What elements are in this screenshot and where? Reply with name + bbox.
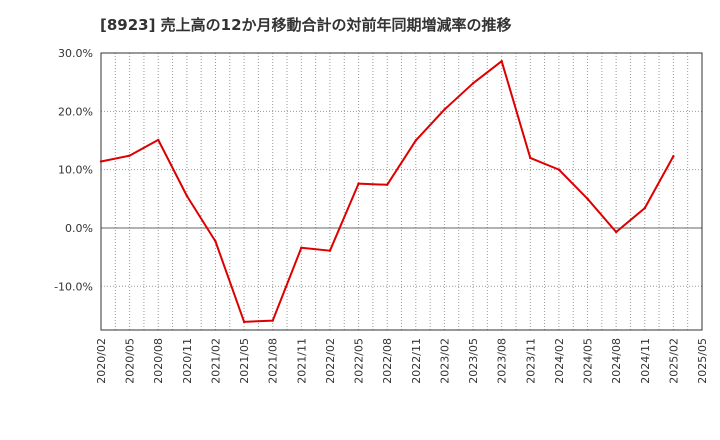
grid bbox=[100, 52, 703, 330]
data-point bbox=[672, 155, 675, 158]
chart-title: [8923] 売上高の12か月移動合計の対前年同期増減率の推移 bbox=[100, 16, 512, 34]
data-point bbox=[271, 319, 274, 322]
x-tick-label: 2020/05 bbox=[124, 338, 137, 384]
data-point bbox=[586, 197, 589, 200]
x-tick-label: 2024/02 bbox=[553, 338, 566, 384]
x-tick-label: 2021/11 bbox=[295, 338, 308, 384]
x-tick-label: 2020/08 bbox=[152, 338, 165, 384]
x-tick-label: 2022/02 bbox=[324, 338, 337, 384]
x-tick-label: 2024/08 bbox=[610, 338, 623, 384]
x-tick-label: 2023/05 bbox=[467, 338, 480, 384]
x-tick-label: 2022/05 bbox=[353, 338, 366, 384]
x-tick-label: 2021/02 bbox=[209, 338, 222, 384]
y-tick-label: 30.0% bbox=[58, 47, 93, 60]
data-point bbox=[643, 206, 646, 210]
x-tick-label: 2024/05 bbox=[582, 338, 595, 384]
x-tick-label: 2024/11 bbox=[639, 338, 652, 384]
x-tick-label: 2023/11 bbox=[524, 338, 537, 384]
x-axis: 2020/02 2020/05 2020/08 2020/11 2021/02 2021/… bbox=[95, 338, 709, 384]
data-point bbox=[128, 154, 131, 157]
data-point bbox=[471, 82, 475, 85]
y-tick-label: 10.0% bbox=[58, 164, 93, 177]
data-point bbox=[357, 182, 360, 185]
data-point bbox=[99, 160, 103, 163]
data-point bbox=[500, 59, 503, 63]
x-tick-label: 2022/11 bbox=[410, 338, 423, 384]
data-point bbox=[185, 194, 189, 198]
x-tick-label: 2025/05 bbox=[696, 338, 709, 384]
data-point bbox=[214, 240, 217, 243]
x-tick-label: 2025/02 bbox=[667, 338, 680, 384]
data-point bbox=[529, 156, 532, 160]
x-tick-label: 2020/02 bbox=[95, 338, 108, 384]
data-point bbox=[300, 246, 303, 249]
y-tick-label: 20.0% bbox=[58, 105, 93, 118]
data-point bbox=[385, 183, 389, 186]
x-tick-label: 2023/08 bbox=[496, 338, 509, 384]
y-axis: -10.0% 0.0% 10.0% 20.0% 30.0% bbox=[54, 47, 93, 293]
data-point bbox=[328, 249, 332, 252]
y-tick-label: 0.0% bbox=[65, 222, 93, 235]
data-point bbox=[443, 108, 446, 111]
data-point bbox=[414, 139, 418, 142]
x-tick-label: 2021/05 bbox=[238, 338, 251, 384]
x-tick-label: 2020/11 bbox=[181, 338, 194, 384]
series bbox=[99, 59, 675, 324]
x-tick-label: 2022/08 bbox=[381, 338, 394, 384]
x-tick-label: 2021/08 bbox=[267, 338, 280, 384]
data-point bbox=[557, 168, 561, 171]
plot-area bbox=[100, 52, 703, 331]
x-tick-label: 2023/02 bbox=[438, 338, 451, 384]
data-point bbox=[242, 320, 246, 324]
data-point bbox=[614, 230, 618, 234]
data-point bbox=[157, 138, 160, 142]
y-tick-label: -10.0% bbox=[54, 280, 93, 293]
